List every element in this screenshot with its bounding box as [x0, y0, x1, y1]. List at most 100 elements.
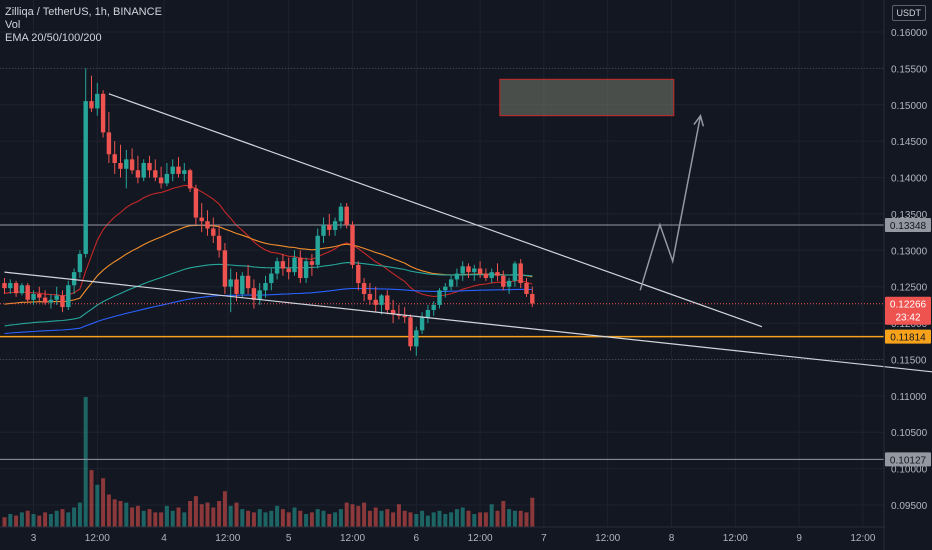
candle-body	[373, 299, 378, 305]
volume-bar	[240, 509, 245, 527]
volume-bar	[373, 507, 378, 527]
volume-bar	[298, 510, 303, 527]
candle-body	[164, 173, 170, 184]
currency-button[interactable]: USDT	[891, 5, 926, 21]
volume-bar	[48, 514, 53, 527]
candle-body	[327, 224, 332, 230]
ema-legend[interactable]: EMA 20/50/100/200	[5, 32, 102, 44]
volume-bar	[176, 507, 181, 527]
x-tick-label: 5	[286, 533, 292, 544]
volume-bar	[350, 504, 355, 527]
volume-bar	[72, 507, 77, 527]
volume-legend[interactable]: Vol	[5, 19, 21, 31]
volume-bar	[460, 507, 465, 527]
volume-bar	[159, 512, 164, 527]
volume-bar	[118, 501, 123, 527]
y-tick-label: 0.14500	[891, 137, 928, 148]
candle-body	[385, 295, 390, 310]
horizontal-lines[interactable]	[0, 224, 884, 460]
candle-body	[234, 279, 239, 294]
volume-bar	[280, 509, 285, 527]
volume-bar	[31, 514, 36, 527]
volume-bar	[164, 505, 169, 527]
candle-body	[414, 330, 419, 347]
candle-body	[321, 224, 326, 236]
drawings[interactable]	[4, 93, 932, 375]
candle-body	[460, 266, 465, 274]
volume-bar	[251, 512, 256, 527]
trendline[interactable]	[108, 93, 763, 328]
candle-body	[402, 315, 407, 318]
candle-body	[245, 275, 251, 289]
time-axis[interactable]: 3 12:00 4 12:00 5 12:00 6 12:00 7 12:00 8 12:00 9 12:…	[0, 526, 884, 544]
candle-body	[501, 275, 506, 287]
volume-bar	[379, 510, 384, 527]
candle-body	[135, 170, 141, 178]
volume-bar	[489, 504, 494, 527]
candle-body	[19, 285, 25, 294]
volume-bar	[385, 509, 390, 527]
candle-body	[379, 295, 384, 305]
projection-path[interactable]	[639, 115, 702, 291]
x-tick-label: 3	[31, 533, 37, 544]
y-tick-label: 0.11500	[891, 355, 927, 366]
volume-bar	[327, 514, 332, 527]
target-zone-box[interactable]	[499, 78, 675, 117]
candle-body	[170, 166, 175, 174]
candle-body	[147, 162, 152, 171]
symbol-title[interactable]: Zilliqa / TetherUS, 1h, BINANCE	[5, 6, 162, 18]
candle-body	[193, 188, 199, 218]
target-zone[interactable]	[499, 78, 675, 117]
candle-body	[518, 263, 523, 284]
y-tick-label: 0.12500	[891, 283, 928, 294]
candle-body	[443, 286, 448, 291]
candle-body	[263, 283, 268, 291]
candle-body	[25, 285, 30, 300]
volume-bar	[222, 491, 227, 527]
volume-bar	[95, 484, 100, 527]
volume-bar	[246, 510, 251, 527]
volume-bar	[408, 512, 413, 527]
candle-body	[100, 93, 106, 133]
trendline[interactable]	[4, 271, 932, 375]
volume-bar	[518, 510, 523, 527]
volume-bar	[182, 512, 187, 527]
volume-bar	[124, 502, 129, 527]
candle-body	[124, 159, 129, 169]
volume-bar	[356, 505, 361, 527]
candle-body	[8, 283, 13, 289]
volume-bar	[507, 509, 512, 527]
candle-body	[512, 263, 518, 281]
volume-bar	[234, 502, 239, 527]
candle-body	[309, 261, 315, 265]
volume-bar	[130, 507, 135, 527]
volume-bar	[19, 512, 24, 527]
candle-body	[390, 309, 396, 315]
candle-body	[182, 170, 187, 174]
volume-bar	[25, 510, 30, 527]
volume-bar	[147, 509, 152, 527]
volume-bar	[333, 512, 338, 527]
volume-bar	[454, 509, 459, 527]
volume-bar	[263, 512, 268, 527]
volume-bar	[211, 507, 216, 527]
volume-bar	[367, 510, 372, 527]
y-tick-label: 0.09500	[891, 501, 928, 512]
volume-bar	[524, 512, 529, 527]
candle-body	[77, 253, 83, 273]
volume-bars	[2, 397, 535, 527]
volume-bar	[89, 470, 94, 527]
volume-bar	[37, 515, 42, 527]
candle-body	[66, 285, 71, 308]
volume-bar	[14, 515, 19, 527]
y-tick-label: 0.11000	[891, 392, 927, 403]
candle-body	[187, 170, 193, 189]
candle-body	[83, 101, 88, 254]
volume-bar	[257, 509, 262, 527]
price-label-gray: 0.13348	[890, 221, 927, 232]
candle-body	[448, 279, 454, 287]
arrow-head[interactable]	[693, 113, 705, 127]
volume-bar	[54, 510, 59, 527]
